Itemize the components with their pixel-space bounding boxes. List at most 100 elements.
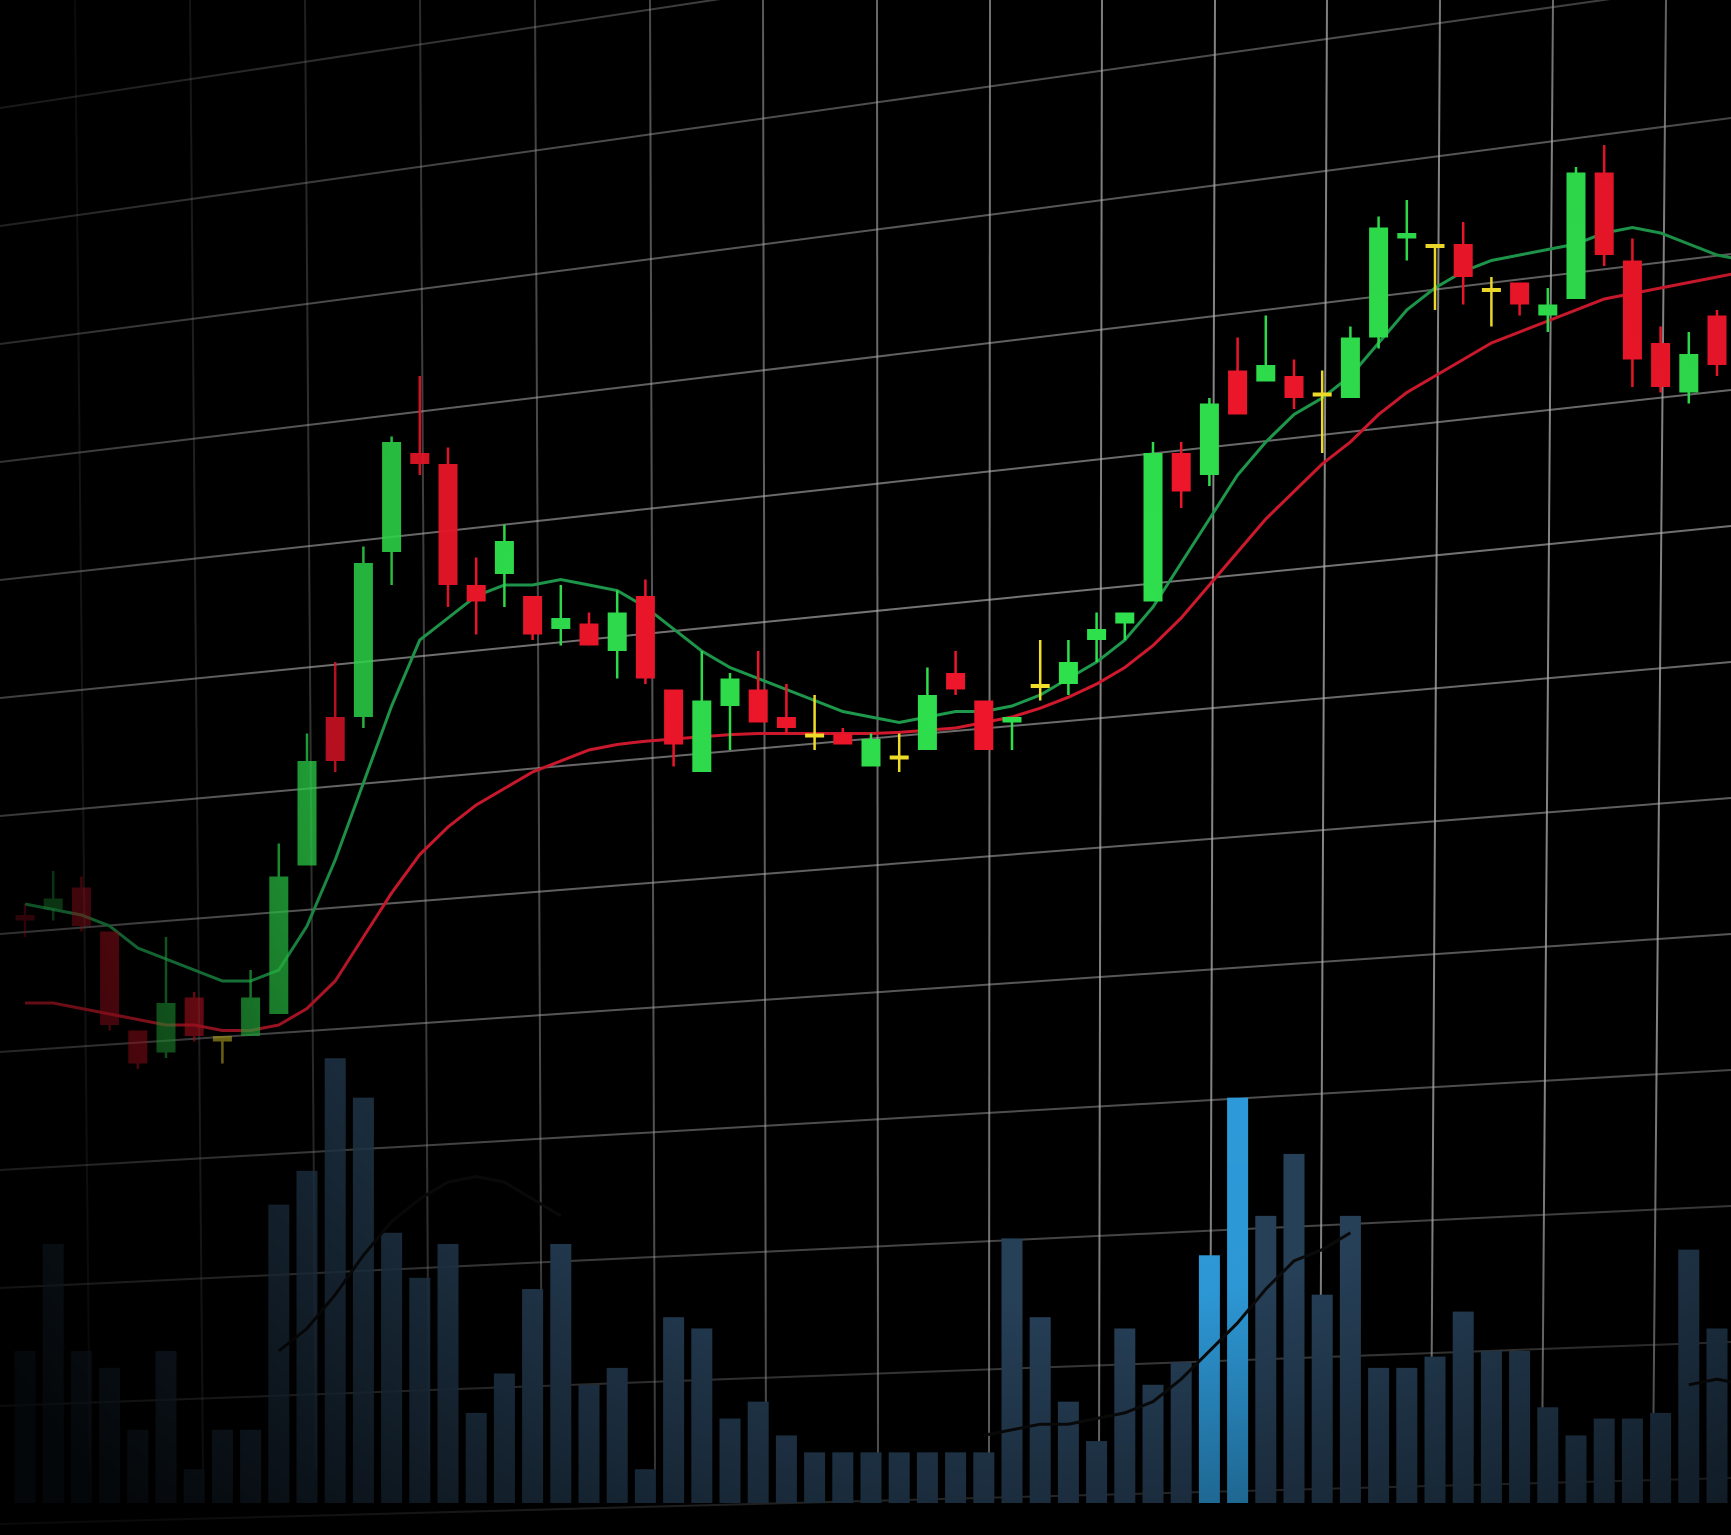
candle-body bbox=[748, 689, 768, 723]
candle-body bbox=[1622, 260, 1642, 360]
candle-body bbox=[692, 700, 712, 772]
candle-body bbox=[1115, 612, 1135, 624]
volume-bar bbox=[352, 1097, 374, 1503]
volume-bar bbox=[1029, 1317, 1051, 1503]
volume-bar bbox=[14, 1350, 36, 1503]
candle-body bbox=[1199, 403, 1219, 475]
volume-bar bbox=[1509, 1350, 1531, 1503]
candle-up bbox=[1369, 216, 1389, 349]
volume-bar bbox=[1480, 1350, 1502, 1503]
candle-body bbox=[100, 931, 120, 1025]
candle-body bbox=[1397, 233, 1417, 239]
candle-body bbox=[974, 700, 994, 750]
volume-bar bbox=[381, 1232, 403, 1503]
candle-body bbox=[71, 887, 91, 926]
volume-bar bbox=[888, 1452, 910, 1503]
volume-bar bbox=[183, 1469, 205, 1503]
volume-bar bbox=[1650, 1412, 1672, 1503]
candle-body bbox=[720, 678, 740, 706]
volume-bar bbox=[606, 1367, 628, 1503]
volume-bar bbox=[1537, 1407, 1559, 1503]
candle-body bbox=[551, 618, 571, 629]
candle-body bbox=[1284, 376, 1304, 398]
candle-body bbox=[184, 997, 204, 1036]
candle-body bbox=[1425, 244, 1445, 248]
volume-bar bbox=[1678, 1249, 1700, 1503]
candle-body bbox=[861, 739, 881, 767]
candle-body bbox=[15, 915, 35, 921]
volume-bar bbox=[775, 1435, 797, 1503]
grid-line-vertical bbox=[876, 0, 879, 1471]
candle-body bbox=[1510, 282, 1530, 305]
candle-body bbox=[1707, 315, 1727, 365]
candle-body bbox=[382, 442, 402, 552]
volume-bar bbox=[804, 1452, 826, 1503]
volume-bar bbox=[1593, 1418, 1615, 1503]
volume-bar bbox=[324, 1058, 346, 1503]
volume-bar bbox=[493, 1373, 515, 1503]
candle-body bbox=[410, 453, 430, 464]
volume-bar bbox=[1565, 1435, 1587, 1503]
candle-body bbox=[946, 673, 966, 690]
volume-bar bbox=[860, 1452, 882, 1503]
volume-bar bbox=[70, 1350, 92, 1503]
candle-body bbox=[325, 717, 345, 761]
volume-bar bbox=[1001, 1238, 1023, 1503]
candle-body bbox=[1340, 337, 1360, 398]
candle-body bbox=[494, 541, 514, 574]
volume-bar bbox=[127, 1429, 149, 1503]
candle-body bbox=[1171, 453, 1191, 492]
volume-bar bbox=[1621, 1418, 1643, 1503]
candle-body bbox=[128, 1030, 148, 1064]
candle-body bbox=[1453, 244, 1473, 277]
candle-body bbox=[579, 623, 599, 646]
volume-bar bbox=[211, 1429, 233, 1503]
candle-body bbox=[466, 585, 486, 602]
volume-bar bbox=[1198, 1255, 1220, 1503]
volume-bar bbox=[634, 1469, 656, 1503]
volume-bar bbox=[663, 1317, 685, 1503]
volume-bar bbox=[409, 1277, 431, 1503]
candle-body bbox=[1679, 354, 1699, 393]
candle-down bbox=[974, 700, 994, 750]
candle-body bbox=[664, 689, 684, 745]
candle-body bbox=[889, 755, 909, 760]
volume-bar bbox=[1452, 1311, 1474, 1503]
candle-body bbox=[917, 695, 937, 750]
volume-bar bbox=[465, 1412, 487, 1503]
volume-bar bbox=[945, 1452, 967, 1503]
candle-body bbox=[1256, 365, 1276, 382]
volume-bar bbox=[1255, 1215, 1277, 1503]
candle-body bbox=[1594, 172, 1614, 255]
candle-body bbox=[297, 761, 317, 866]
candle-body bbox=[776, 717, 796, 728]
candle-body bbox=[156, 1003, 176, 1053]
candle-body bbox=[1058, 662, 1078, 684]
candle-body bbox=[43, 898, 63, 910]
candle-body bbox=[353, 563, 373, 717]
volume-bar bbox=[1057, 1401, 1079, 1503]
candle-up bbox=[1199, 398, 1219, 486]
candle-down bbox=[184, 992, 204, 1042]
candle-body bbox=[1651, 343, 1671, 387]
volume-bar bbox=[268, 1204, 290, 1503]
volume-bar bbox=[42, 1244, 64, 1503]
candle-body bbox=[1228, 370, 1248, 415]
candle-body bbox=[241, 997, 261, 1036]
volume-bar bbox=[1706, 1328, 1728, 1503]
volume-bar bbox=[1227, 1097, 1249, 1503]
candle-body bbox=[1312, 392, 1332, 397]
volume-bar bbox=[1339, 1215, 1361, 1503]
candle-body bbox=[1002, 717, 1022, 723]
volume-bar bbox=[1396, 1367, 1418, 1503]
volume-bar bbox=[1368, 1367, 1390, 1503]
volume-bar bbox=[747, 1401, 769, 1503]
volume-bar bbox=[296, 1170, 318, 1503]
volume-bar bbox=[1283, 1153, 1305, 1503]
candle-body bbox=[1087, 629, 1107, 640]
volume-bar bbox=[916, 1452, 938, 1503]
volume-bar bbox=[240, 1429, 262, 1503]
volume-bar bbox=[691, 1328, 713, 1503]
volume-bar bbox=[1424, 1356, 1446, 1503]
